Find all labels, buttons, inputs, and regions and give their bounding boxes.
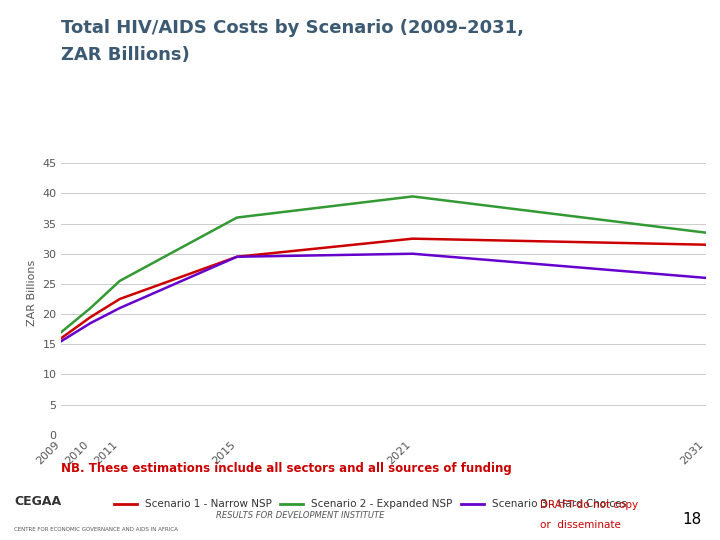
Text: CENTRE FOR ECONOMIC GOVERNANCE AND AIDS IN AFRICA: CENTRE FOR ECONOMIC GOVERNANCE AND AIDS … xyxy=(14,527,179,532)
Text: ZAR Billions): ZAR Billions) xyxy=(61,46,190,64)
Y-axis label: ZAR Billions: ZAR Billions xyxy=(27,260,37,326)
Text: RESULTS FOR DEVELOPMENT INSTITUTE: RESULTS FOR DEVELOPMENT INSTITUTE xyxy=(216,511,384,520)
Text: or  disseminate: or disseminate xyxy=(540,520,621,530)
Text: Total HIV/AIDS Costs by Scenario (2009–2031,: Total HIV/AIDS Costs by Scenario (2009–2… xyxy=(61,19,524,37)
Text: 18: 18 xyxy=(683,512,702,527)
Text: DRAFT-do not copy: DRAFT-do not copy xyxy=(540,500,638,510)
Text: NB. These estimations include all sectors and all sources of funding: NB. These estimations include all sector… xyxy=(61,462,512,475)
Legend: Scenario 1 - Narrow NSP, Scenario 2 - Expanded NSP, Scenario 3 - Hard Choices: Scenario 1 - Narrow NSP, Scenario 2 - Ex… xyxy=(109,495,631,514)
Text: CEGAA: CEGAA xyxy=(14,495,61,508)
